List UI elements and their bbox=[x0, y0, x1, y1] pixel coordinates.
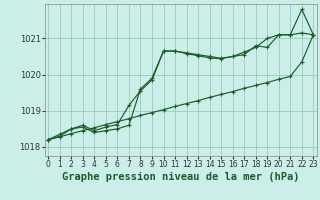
X-axis label: Graphe pression niveau de la mer (hPa): Graphe pression niveau de la mer (hPa) bbox=[62, 172, 300, 182]
